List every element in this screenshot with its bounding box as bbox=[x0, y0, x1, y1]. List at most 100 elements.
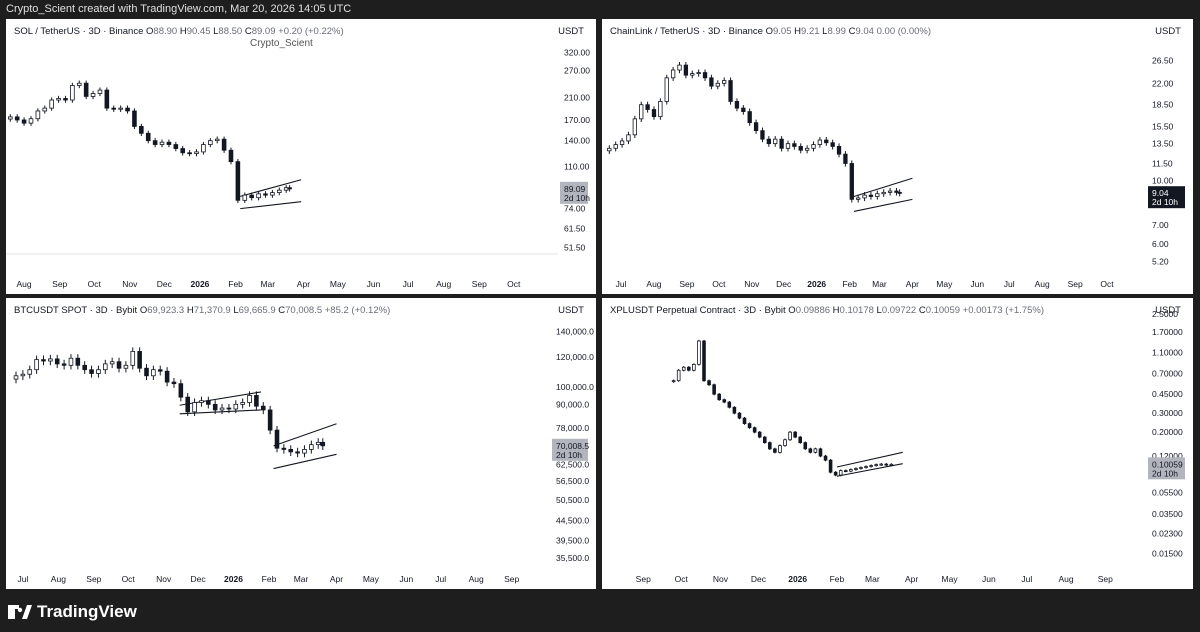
candle-body bbox=[879, 463, 884, 466]
chart-canvas-link[interactable]: 26.50 22.00 18.50 15.50 13.50 11.50 10.00 7.00 6… bbox=[602, 19, 1193, 294]
x-tick-label: Dec bbox=[776, 279, 792, 289]
candle-body bbox=[235, 161, 241, 201]
candle-body bbox=[103, 363, 108, 371]
chart-panel-btc[interactable]: 140,000.0 120,000.0 100,000.0 90,000.0 78,00… bbox=[6, 298, 596, 589]
candle-body bbox=[274, 429, 280, 449]
tradingview-footer[interactable]: TradingView bbox=[8, 601, 137, 623]
x-tick-label: Jul bbox=[403, 279, 414, 289]
candle-body bbox=[737, 412, 742, 419]
chart-canvas-sol[interactable]: 320.00 270.00 210.00 170.00 140.00 110.00 74.0… bbox=[6, 19, 596, 294]
candle-body bbox=[715, 82, 720, 87]
candle-body bbox=[859, 467, 863, 469]
candle-body bbox=[747, 111, 752, 124]
candle-body bbox=[54, 358, 60, 365]
x-tick-label: Jun bbox=[399, 574, 413, 584]
candle-body bbox=[118, 107, 123, 110]
candle-body bbox=[263, 193, 268, 196]
x-tick-label: Aug bbox=[51, 574, 66, 584]
x-tick-label: Oct bbox=[675, 574, 689, 584]
x-tick-label: Aug bbox=[17, 279, 32, 289]
candle-body bbox=[90, 93, 96, 97]
candle-body bbox=[742, 417, 747, 425]
candle-body bbox=[828, 459, 833, 473]
ohlc-open: 0.09886 bbox=[795, 305, 831, 316]
x-tick-label: Mar bbox=[872, 279, 887, 289]
chart-panel-xpl[interactable]: 2.5000 1.70000 1.10000 0.70000 0.45000 0.3000… bbox=[602, 298, 1193, 589]
last-price-value: 89.09 bbox=[564, 184, 586, 194]
y-tick-label: 10.00 bbox=[1152, 176, 1174, 186]
candle-body bbox=[28, 118, 34, 124]
candle-body bbox=[864, 466, 868, 468]
chart-header-xpl: XPLUSDT Perpetual Contract · 3D · Bybit … bbox=[610, 305, 1045, 316]
header-bar: Crypto_Scient created with TradingView.c… bbox=[0, 0, 1200, 18]
candle-body bbox=[276, 189, 282, 194]
candle-body bbox=[697, 340, 701, 365]
candle-body bbox=[208, 140, 213, 145]
candle-body bbox=[811, 144, 816, 149]
chart-canvas-btc[interactable]: 140,000.0 120,000.0 100,000.0 90,000.0 78,00… bbox=[6, 298, 596, 589]
candle-body bbox=[137, 351, 142, 369]
candle-body bbox=[676, 369, 681, 382]
candle-body bbox=[696, 72, 701, 75]
x-tick-label: 2026 bbox=[807, 279, 826, 289]
x-tick-label: Jul bbox=[435, 574, 446, 584]
candle-body bbox=[836, 146, 842, 155]
y-tick-label: 0.01500 bbox=[1152, 548, 1183, 558]
candle-body bbox=[753, 122, 759, 132]
y-tick-label: 0.45000 bbox=[1152, 389, 1183, 399]
candle-body bbox=[97, 89, 103, 94]
candle-body bbox=[8, 116, 13, 120]
channel2-lower-line bbox=[179, 409, 262, 415]
candle-body bbox=[709, 77, 714, 87]
tradingview-logo-icon bbox=[8, 605, 32, 619]
candle-body bbox=[727, 401, 732, 408]
symbol-title: XPLUSDT Perpetual Contract · 3D · Bybit bbox=[610, 305, 786, 316]
candle-body bbox=[187, 152, 192, 155]
ohlc-close: 9.04 bbox=[855, 26, 874, 37]
channel-lower-line bbox=[273, 453, 337, 470]
last-price-label bbox=[1148, 186, 1185, 209]
x-tick-label: Sep bbox=[472, 279, 487, 289]
x-tick-label: Apr bbox=[905, 574, 918, 584]
x-tick-label: Dec bbox=[157, 279, 173, 289]
candle-body bbox=[247, 395, 252, 403]
candle-body bbox=[214, 138, 220, 142]
x-tick-label: Sep bbox=[86, 574, 101, 584]
candle-body bbox=[897, 191, 902, 194]
candle-body bbox=[778, 445, 782, 453]
x-tick-label: May bbox=[363, 574, 380, 584]
candle-body bbox=[862, 194, 867, 199]
chart-canvas-xpl[interactable]: 2.5000 1.70000 1.10000 0.70000 0.45000 0.3000… bbox=[602, 298, 1193, 589]
candle-body bbox=[123, 364, 129, 369]
candle-body bbox=[677, 64, 682, 71]
candle-body bbox=[75, 357, 81, 366]
candle-body bbox=[824, 139, 829, 144]
chart-panel-link[interactable]: 26.50 22.00 18.50 15.50 13.50 11.50 10.00 7.00 6… bbox=[602, 19, 1193, 294]
y-tick-label: 39,500.0 bbox=[556, 535, 589, 545]
y-tick-label: 51.50 bbox=[564, 242, 586, 252]
candle-body bbox=[702, 340, 706, 382]
y-tick-label: 0.03500 bbox=[1152, 509, 1183, 519]
x-tick-label: Feb bbox=[228, 279, 243, 289]
candle-body bbox=[56, 98, 61, 101]
ohlc-low: 88.50 bbox=[218, 26, 243, 37]
candle-body bbox=[226, 407, 232, 410]
candle-body bbox=[734, 101, 740, 109]
y-tick-label: 61.50 bbox=[564, 223, 586, 233]
candle-body bbox=[760, 130, 765, 140]
x-tick-label: Sep bbox=[1068, 279, 1083, 289]
candle-body bbox=[808, 448, 813, 453]
candle-body bbox=[256, 193, 261, 199]
candle-body bbox=[295, 451, 300, 454]
channel-lower-line bbox=[240, 201, 302, 210]
y-tick-label: 0.20000 bbox=[1152, 427, 1183, 437]
candle-body bbox=[843, 153, 848, 164]
chart-panel-sol[interactable]: 320.00 270.00 210.00 170.00 140.00 110.00 74.0… bbox=[6, 19, 596, 294]
x-tick-label: Jul bbox=[1021, 574, 1032, 584]
x-tick-label: 2026 bbox=[191, 279, 210, 289]
channel-upper-line bbox=[836, 451, 903, 468]
candle-body bbox=[687, 366, 691, 371]
x-tick-label: May bbox=[942, 574, 959, 584]
candle-body bbox=[270, 192, 275, 196]
x-tick-label: Aug bbox=[646, 279, 661, 289]
